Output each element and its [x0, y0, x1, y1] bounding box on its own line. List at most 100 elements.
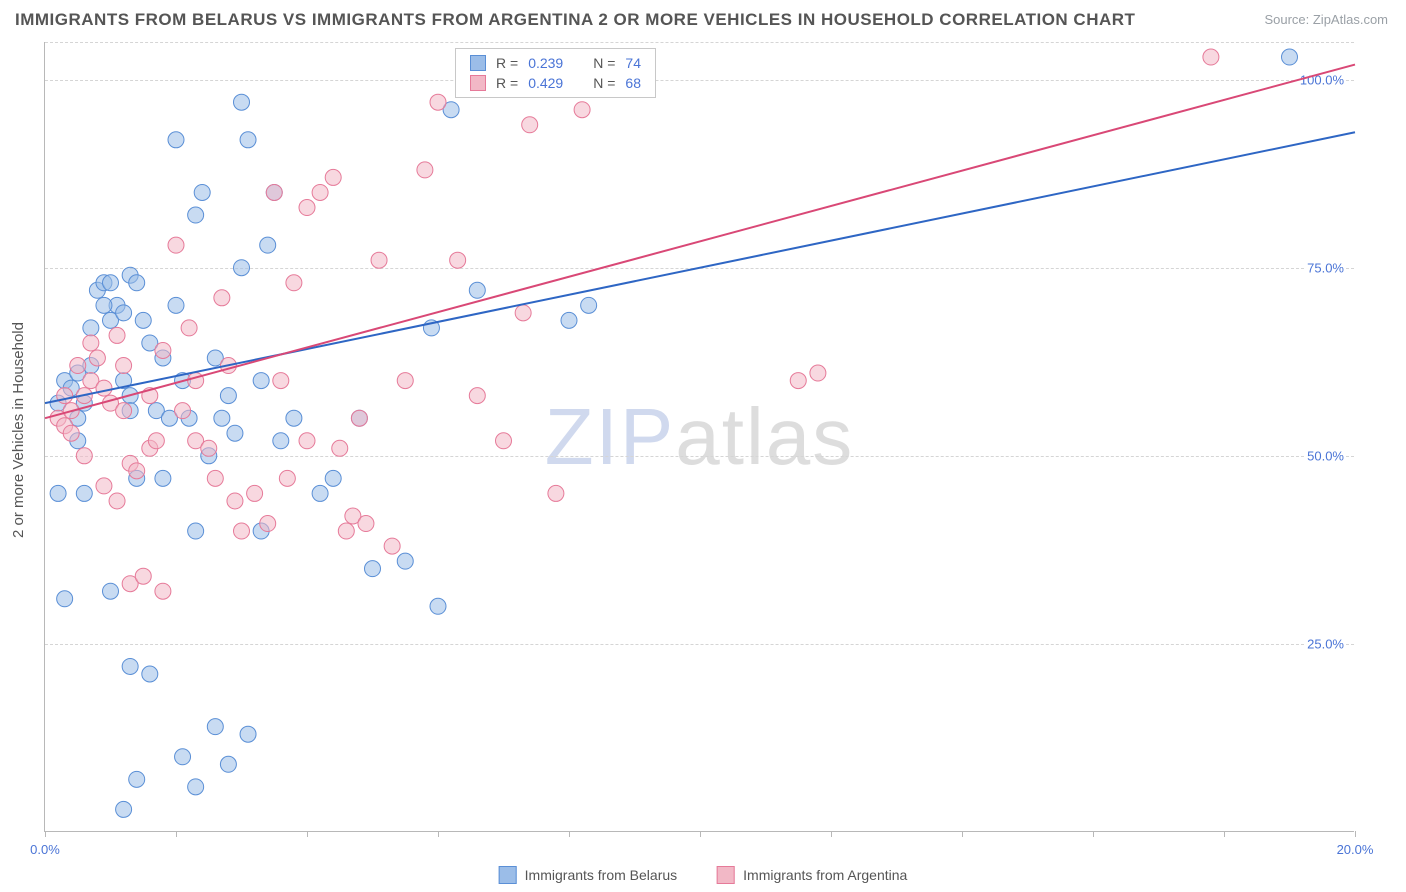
- data-point: [76, 448, 92, 464]
- data-point: [332, 440, 348, 456]
- data-point: [103, 275, 119, 291]
- data-point: [57, 591, 73, 607]
- stat-r-label: R =: [496, 55, 518, 71]
- data-point: [397, 553, 413, 569]
- data-point: [109, 327, 125, 343]
- data-point: [234, 523, 250, 539]
- data-point: [1282, 49, 1298, 65]
- data-point: [188, 373, 204, 389]
- data-point: [358, 516, 374, 532]
- data-point: [325, 169, 341, 185]
- data-point: [234, 94, 250, 110]
- data-point: [299, 200, 315, 216]
- data-point: [96, 297, 112, 313]
- swatch-belarus-icon: [470, 55, 486, 71]
- data-point: [397, 373, 413, 389]
- data-point: [273, 433, 289, 449]
- data-point: [266, 184, 282, 200]
- data-point: [63, 425, 79, 441]
- data-point: [365, 561, 381, 577]
- data-point: [83, 320, 99, 336]
- stat-r-label: R =: [496, 75, 518, 91]
- stat-legend-box: R = 0.239 N = 74 R = 0.429 N = 68: [455, 48, 656, 98]
- legend-item-argentina: Immigrants from Argentina: [717, 866, 907, 884]
- data-point: [273, 373, 289, 389]
- data-point: [175, 403, 191, 419]
- data-point: [214, 290, 230, 306]
- plot-area: ZIPatlas 25.0%50.0%75.0%100.0% R = 0.239…: [44, 42, 1354, 832]
- data-point: [351, 410, 367, 426]
- legend-label-belarus: Immigrants from Belarus: [525, 867, 677, 883]
- data-point: [299, 433, 315, 449]
- data-point: [469, 282, 485, 298]
- data-point: [129, 771, 145, 787]
- data-point: [574, 102, 590, 118]
- data-point: [247, 485, 263, 501]
- data-point: [135, 312, 151, 328]
- data-point: [116, 403, 132, 419]
- data-point: [201, 440, 217, 456]
- data-point: [188, 523, 204, 539]
- data-point: [522, 117, 538, 133]
- stat-n-label: N =: [593, 55, 615, 71]
- data-point: [430, 598, 446, 614]
- data-point: [175, 749, 191, 765]
- data-point: [122, 658, 138, 674]
- swatch-argentina-icon: [470, 75, 486, 91]
- stat-n-argentina: 68: [625, 75, 641, 91]
- data-point: [417, 162, 433, 178]
- stat-r-argentina: 0.429: [528, 75, 563, 91]
- data-point: [155, 583, 171, 599]
- trend-line: [45, 65, 1355, 419]
- data-point: [168, 132, 184, 148]
- data-point: [142, 666, 158, 682]
- chart-source: Source: ZipAtlas.com: [1264, 12, 1388, 27]
- data-point: [581, 297, 597, 313]
- data-point: [279, 470, 295, 486]
- data-point: [240, 726, 256, 742]
- data-point: [227, 425, 243, 441]
- data-point: [496, 433, 512, 449]
- data-point: [253, 373, 269, 389]
- data-point: [83, 335, 99, 351]
- scatter-svg: [45, 42, 1354, 831]
- data-point: [116, 358, 132, 374]
- stat-row-argentina: R = 0.429 N = 68: [456, 73, 655, 93]
- data-point: [810, 365, 826, 381]
- data-point: [220, 388, 236, 404]
- correlation-chart: IMMIGRANTS FROM BELARUS VS IMMIGRANTS FR…: [0, 0, 1406, 892]
- data-point: [450, 252, 466, 268]
- data-point: [312, 184, 328, 200]
- legend-bottom: Immigrants from Belarus Immigrants from …: [499, 866, 908, 884]
- data-point: [207, 470, 223, 486]
- data-point: [129, 463, 145, 479]
- data-point: [116, 801, 132, 817]
- data-point: [286, 410, 302, 426]
- stat-r-belarus: 0.239: [528, 55, 563, 71]
- data-point: [325, 470, 341, 486]
- data-point: [260, 516, 276, 532]
- data-point: [135, 568, 151, 584]
- data-point: [96, 380, 112, 396]
- data-point: [371, 252, 387, 268]
- data-point: [338, 523, 354, 539]
- legend-item-belarus: Immigrants from Belarus: [499, 866, 677, 884]
- data-point: [430, 94, 446, 110]
- data-point: [129, 275, 145, 291]
- data-point: [194, 184, 210, 200]
- stat-n-belarus: 74: [625, 55, 641, 71]
- x-tick-label: 20.0%: [1337, 842, 1374, 857]
- data-point: [103, 583, 119, 599]
- data-point: [227, 493, 243, 509]
- data-point: [286, 275, 302, 291]
- data-point: [89, 350, 105, 366]
- data-point: [207, 719, 223, 735]
- data-point: [155, 342, 171, 358]
- data-point: [116, 305, 132, 321]
- data-point: [188, 779, 204, 795]
- data-point: [469, 388, 485, 404]
- data-point: [168, 297, 184, 313]
- data-point: [188, 207, 204, 223]
- data-point: [790, 373, 806, 389]
- y-axis-label: 2 or more Vehicles in Household: [10, 322, 27, 538]
